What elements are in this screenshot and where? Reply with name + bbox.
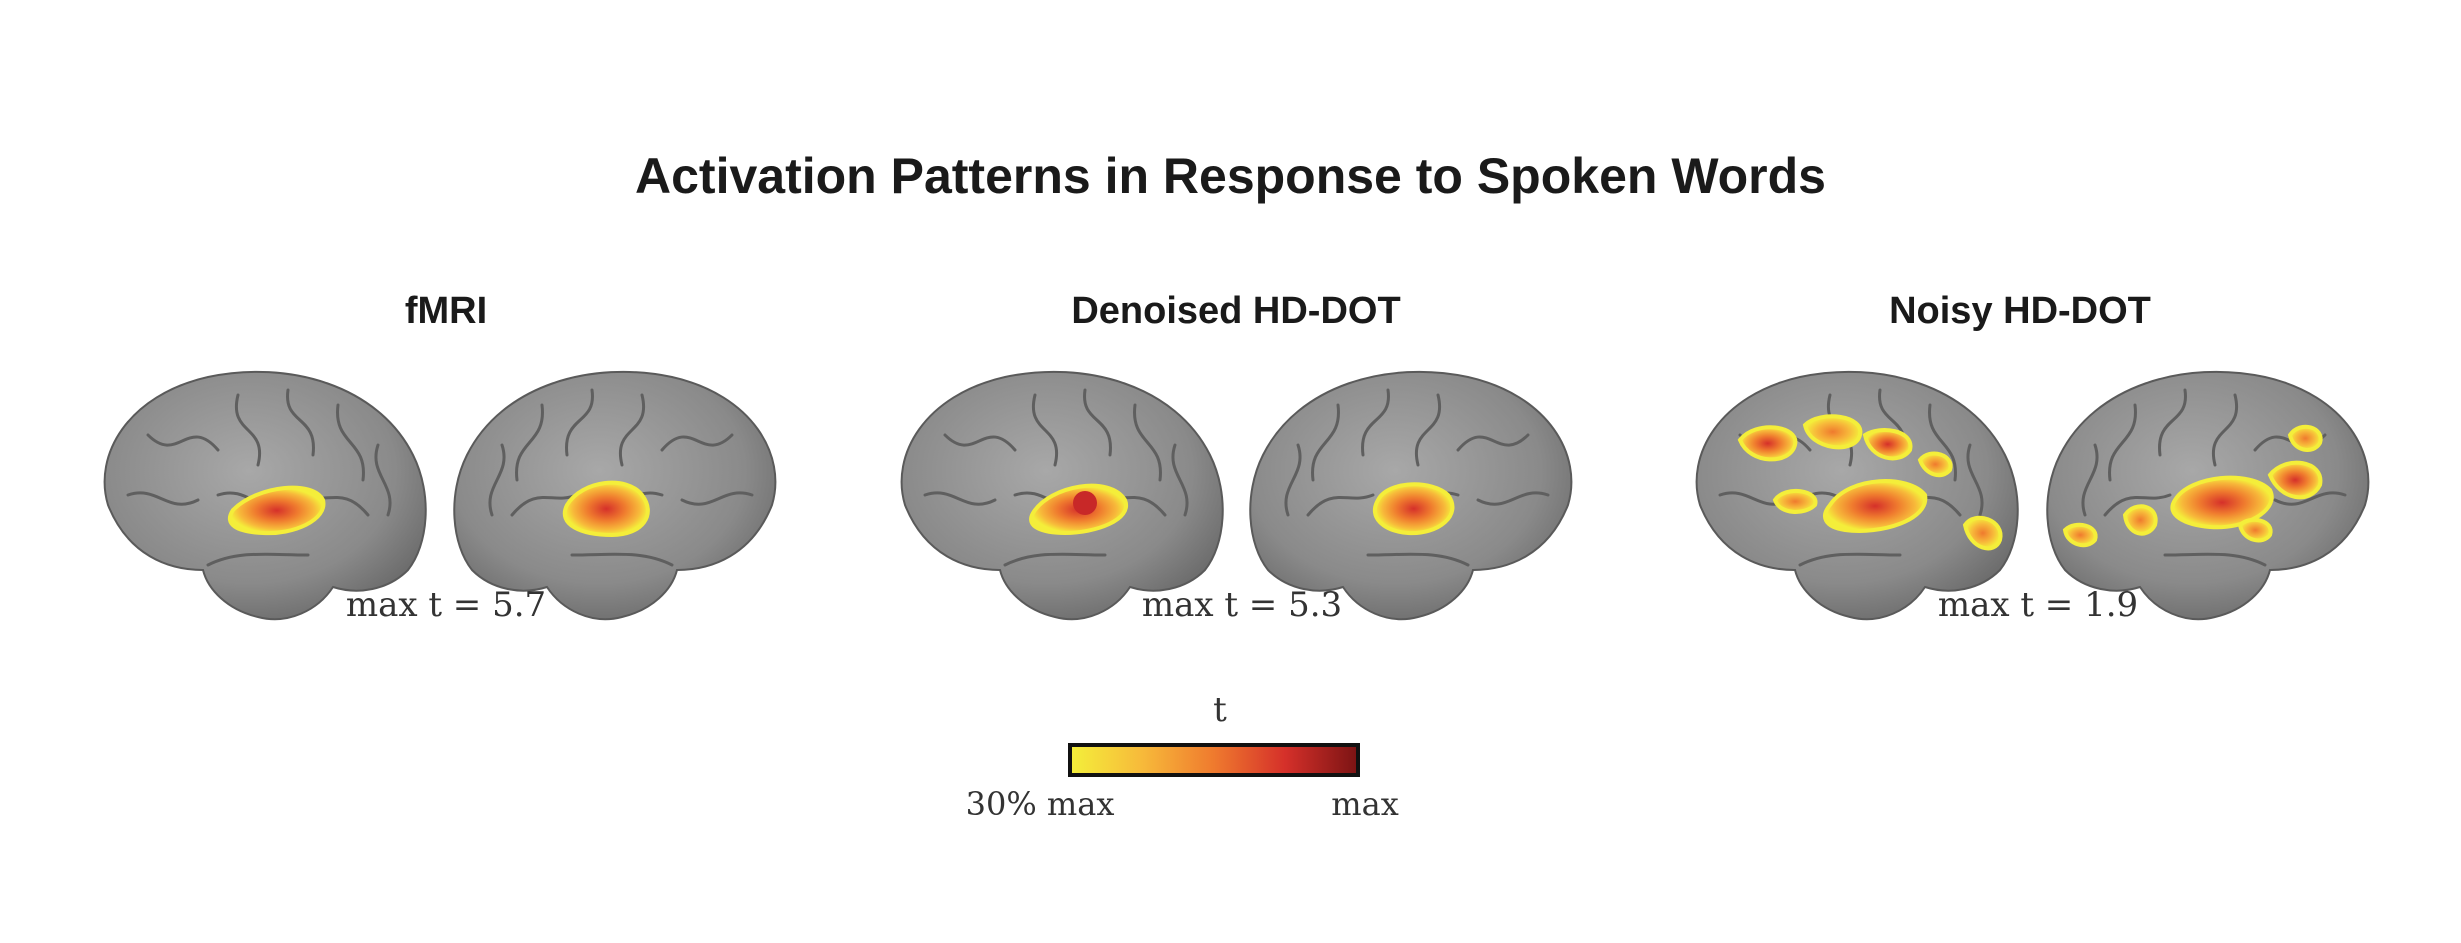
colorbar-high-label: max — [1331, 785, 1399, 823]
brain-right-noisy — [2045, 370, 2370, 621]
brain-left-fmri — [103, 370, 428, 621]
colorbar — [1068, 743, 1360, 777]
max-t-denoised: max t = 5.3 — [1141, 585, 1343, 625]
max-t-fmri: max t = 5.7 — [345, 585, 547, 625]
panel-title-denoised: Denoised HD-DOT — [1071, 290, 1401, 332]
activation-peak — [1073, 491, 1097, 515]
activation-blobs — [2062, 424, 2323, 548]
brain-right-fmri — [452, 370, 777, 621]
activation-blobs — [1737, 414, 2003, 551]
colorbar-title: t — [1213, 690, 1227, 730]
brain-left-denoised — [900, 370, 1225, 621]
max-t-noisy: max t = 1.9 — [1937, 585, 2139, 625]
figure-title: Activation Patterns in Response to Spoke… — [635, 148, 1826, 204]
panel-title-fmri: fMRI — [404, 290, 488, 332]
panel-title-noisy: Noisy HD-DOT — [1889, 290, 2151, 332]
activation-blob — [562, 480, 650, 538]
activation-blob — [1372, 482, 1455, 536]
activation-blob — [227, 485, 326, 536]
colorbar-low-label: 30% max — [965, 785, 1115, 823]
brain-left-noisy — [1695, 370, 2020, 621]
brain-right-denoised — [1248, 370, 1573, 621]
